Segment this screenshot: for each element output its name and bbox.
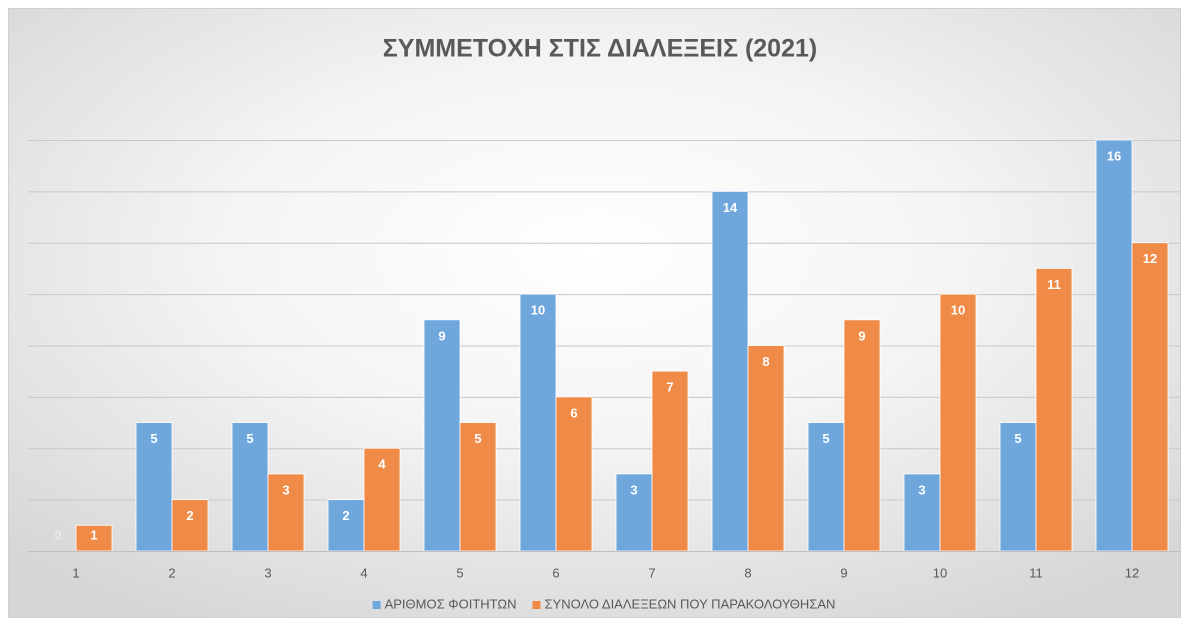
bar [903, 473, 941, 552]
data-label: 5 [822, 431, 829, 446]
data-label: 5 [474, 431, 481, 446]
data-label: 9 [438, 328, 445, 343]
data-label: 9 [858, 328, 865, 343]
x-tick-label: 2 [168, 565, 175, 580]
x-tick-label: 6 [552, 565, 559, 580]
x-tick-label: 7 [648, 565, 655, 580]
data-label: 11 [1047, 277, 1061, 292]
data-label: 14 [723, 200, 738, 215]
legend-label: ΑΡΙΘΜΟΣ ΦΟΙΤΗΤΩΝ [385, 596, 517, 611]
data-label: 4 [378, 457, 386, 472]
x-tick-label: 10 [933, 565, 947, 580]
bar [711, 190, 749, 552]
data-label: 0 [54, 527, 61, 542]
data-label: 16 [1107, 148, 1121, 163]
x-tick-label: 11 [1029, 565, 1043, 580]
bar [939, 293, 977, 552]
data-label: 6 [570, 405, 577, 420]
data-label: 10 [951, 303, 965, 318]
bar [519, 293, 557, 552]
x-tick-label: 12 [1125, 565, 1139, 580]
bar [747, 345, 785, 552]
x-tick-label: 8 [744, 565, 751, 580]
bar [1131, 242, 1169, 552]
bar [267, 473, 305, 552]
legend-label: ΣΥΝΟΛΟ ΔΙΑΛΕΞΕΩΝ ΠΟΥ ΠΑΡΑΚΟΛΟΥΘΗΣΑΝ [545, 596, 836, 611]
data-label: 3 [918, 482, 925, 497]
x-tick-label: 9 [840, 565, 847, 580]
x-tick-label: 3 [264, 565, 271, 580]
data-label: 5 [1014, 431, 1021, 446]
bar [363, 447, 401, 552]
data-label: 2 [342, 508, 349, 523]
bar [651, 370, 689, 552]
x-tick-label: 5 [456, 565, 463, 580]
chart-title: ΣΥΜΜΕΤΟΧΗ ΣΤΙΣ ΔΙΑΛΕΞΕΙΣ (2021) [383, 35, 817, 63]
bar [423, 319, 461, 552]
bar [1035, 268, 1073, 552]
bar [75, 524, 113, 552]
data-label: 5 [150, 431, 157, 446]
data-label: 3 [630, 482, 637, 497]
legend-swatch [532, 601, 541, 609]
data-label: 7 [666, 380, 673, 395]
x-tick-label: 4 [360, 565, 367, 580]
data-label: 5 [246, 431, 253, 446]
data-label: 1 [90, 527, 97, 542]
data-label: 3 [282, 482, 289, 497]
bar [1095, 139, 1133, 552]
legend-swatch [372, 601, 381, 609]
bar [807, 422, 845, 552]
data-label: 2 [186, 508, 193, 523]
bar [459, 422, 497, 552]
data-label: 8 [762, 354, 769, 369]
bar [843, 319, 881, 552]
data-label: 12 [1143, 251, 1157, 266]
x-tick-label: 1 [72, 565, 79, 580]
bar [555, 396, 593, 552]
bar [999, 422, 1037, 552]
data-label: 10 [531, 303, 545, 318]
